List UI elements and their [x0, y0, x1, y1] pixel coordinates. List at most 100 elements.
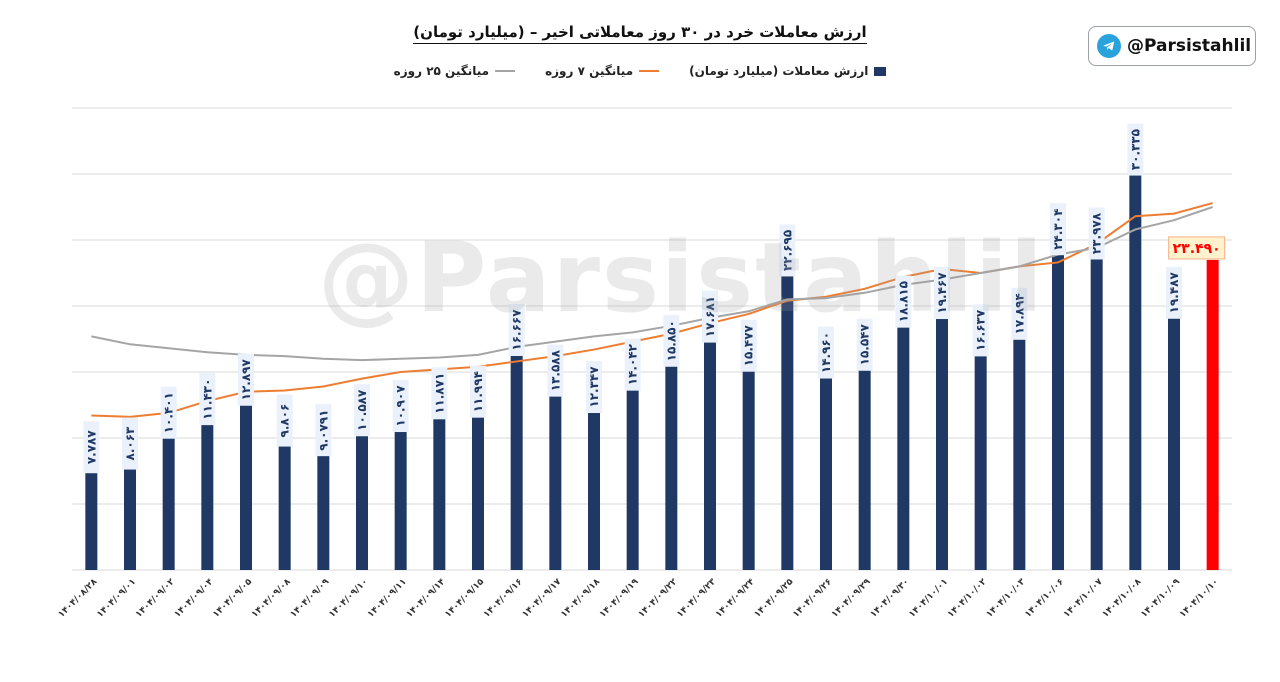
value-label: ۱۰.۵۸۷ [355, 389, 369, 431]
bar-series [85, 169, 1219, 570]
x-tick-label: ۱۴۰۴/۱۰/۰۳ [985, 577, 1028, 620]
value-label: ۱۷.۸۹۴ [1012, 293, 1026, 334]
x-tick-label: ۱۴۰۴/۰۹/۱۹ [598, 577, 641, 620]
x-tick-label: ۱۴۰۴/۰۹/۰۱ [95, 577, 138, 620]
x-tick-label: ۱۴۰۴/۰۹/۲۳ [675, 577, 718, 620]
bar [278, 440, 291, 570]
x-tick-label: ۱۴۰۴/۱۰/۰۹ [1139, 577, 1182, 620]
legend: ارزش معاملات (میلیارد تومان) میانگین ۷ ر… [0, 64, 1280, 78]
chart-title: ارزش معاملات خرد در ۳۰ روز معاملاتی اخیر… [413, 23, 867, 44]
value-label-box [1088, 207, 1105, 260]
x-tick-label: ۱۴۰۴/۰۹/۰۴ [173, 577, 216, 620]
value-label-box [702, 290, 718, 343]
value-label: ۳۰.۳۳۵ [1128, 129, 1142, 170]
bar [472, 411, 484, 570]
value-label: ۱۲.۸۹۷ [239, 358, 253, 400]
legend-item-ma25: میانگین ۲۵ روزه [394, 64, 516, 78]
bar [704, 336, 716, 570]
last-value-box [1168, 236, 1226, 260]
ma7-line [91, 202, 1213, 418]
x-tick-label: ۱۴۰۴/۰۹/۱۷ [521, 577, 564, 620]
value-label-box [663, 314, 680, 367]
value-label-box [818, 326, 834, 379]
value-label-box [972, 304, 989, 357]
value-label: ۱۸.۸۱۵ [896, 281, 910, 322]
x-tick-label: ۱۴۰۴/۱۰/۰۲ [946, 577, 989, 620]
value-label-box [238, 353, 254, 406]
x-tick-label: ۱۴۰۴/۰۹/۳۰ [869, 577, 912, 620]
legend-item-ma7: میانگین ۷ روزه [545, 64, 660, 78]
value-label-box [1166, 266, 1182, 319]
value-label-box [431, 367, 448, 420]
bar [1168, 312, 1180, 570]
bar [665, 360, 678, 570]
value-label: ۱۶.۶۳۷ [974, 309, 988, 351]
bar [858, 364, 871, 570]
value-label-box [586, 361, 602, 414]
x-tick-label: ۱۴۰۴/۰۹/۱۴ [405, 577, 448, 620]
value-label: ۹.۸۰۶ [278, 404, 292, 438]
x-tick-label: ۱۴۰۴/۰۹/۱۱ [366, 577, 409, 620]
value-label: ۱۷.۶۸۱ [703, 296, 717, 337]
value-label: ۱۱.۹۹۴ [471, 371, 485, 412]
value-label: ۱۹.۴۶۷ [935, 272, 949, 314]
x-tick-label: ۱۴۰۴/۱۰/۱۰ [1178, 577, 1221, 620]
x-tick-label: ۱۴۰۴/۱۰/۰۱ [907, 577, 950, 620]
x-tick-label: ۱۴۰۴/۰۹/۲۴ [714, 577, 757, 620]
bar [549, 390, 562, 570]
value-label: ۱۵.۸۵۰ [664, 320, 678, 361]
bar [124, 463, 136, 570]
value-label: ۱۲.۳۴۷ [587, 366, 601, 408]
value-label-box [779, 224, 796, 277]
bar [201, 419, 214, 570]
telegram-handle-badge[interactable]: @Parsistahlil [1088, 26, 1256, 66]
value-label: ۱۴.۹۶۰ [819, 332, 833, 373]
value-label-box [624, 338, 641, 391]
bar [162, 432, 175, 570]
bar [974, 350, 987, 570]
value-label-box [122, 417, 138, 470]
value-label-box [547, 344, 564, 397]
bar [936, 313, 948, 570]
value-label: ۱۳.۵۸۸ [548, 349, 562, 391]
value-label-box [895, 275, 912, 328]
legend-bar-swatch [874, 66, 887, 76]
gridlines [72, 107, 1232, 571]
x-tick-label: ۱۴۰۴/۰۹/۰۸ [250, 577, 293, 620]
line-series [91, 202, 1213, 418]
value-label-box [934, 267, 950, 320]
value-label-box [1050, 203, 1066, 256]
value-label: ۱۰.۴۰۱ [162, 392, 176, 433]
ma25-line [91, 206, 1213, 362]
telegram-icon [1097, 34, 1121, 58]
value-label-box [856, 318, 873, 371]
legend-ma7-swatch [639, 70, 660, 72]
value-label-box [315, 404, 332, 457]
x-tick-label: ۱۴۰۴/۱۰/۰۸ [1101, 577, 1144, 620]
value-label-box [740, 319, 757, 372]
x-tick-label: ۱۴۰۴/۰۹/۱۵ [443, 577, 486, 620]
bar [85, 467, 98, 570]
bar [781, 270, 794, 570]
watermark-text: @Parsistahlil [318, 222, 1045, 334]
legend-ma25-swatch [495, 70, 516, 72]
value-label: ۱۰.۹۰۷ [394, 385, 408, 427]
value-label: ۱۶.۶۶۷ [510, 309, 524, 351]
value-label: ۷.۷۸۷ [84, 430, 98, 465]
bar [820, 372, 832, 570]
bar [510, 349, 523, 570]
bar [317, 450, 330, 570]
value-label-box [470, 365, 486, 418]
x-tick-label: ۱۴۰۴/۰۹/۰۵ [211, 577, 254, 620]
value-label: ۹.۰۷۹۱ [316, 410, 330, 451]
bar [626, 384, 639, 570]
value-label-box [83, 421, 100, 474]
legend-item-value: ارزش معاملات (میلیارد تومان) [689, 64, 887, 78]
value-label-box [508, 303, 525, 356]
legend-ma7-label: میانگین ۷ روزه [545, 64, 634, 78]
x-tick-label: ۱۴۰۴/۰۹/۱۶ [482, 577, 525, 620]
last-value-label: ۲۳.۴۹۰ [1173, 241, 1221, 257]
value-labels: ۷.۷۸۷ ۸.۰۶۳ ۱۰.۴۰۱ ۱۱.۴۳۰ ۱۲.۸۹۷ ۹.۸۰۶ ۹.۰۷۹۱ ۱… [83, 123, 1226, 474]
chart-title-wrap: ارزش معاملات خرد در ۳۰ روز معاملاتی اخیر… [0, 22, 1280, 44]
